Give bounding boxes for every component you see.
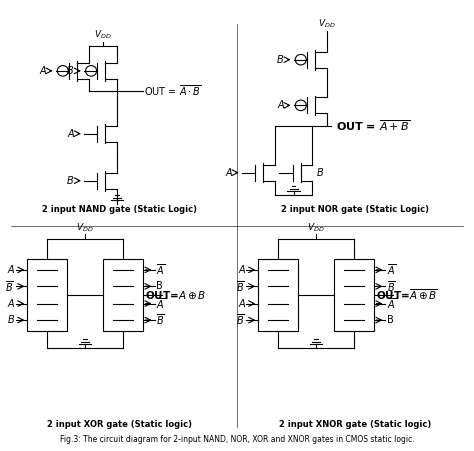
Text: 2 input NAND gate (Static Logic): 2 input NAND gate (Static Logic) xyxy=(42,205,197,214)
Text: B: B xyxy=(67,66,74,76)
Text: A: A xyxy=(67,129,74,138)
Text: B: B xyxy=(277,55,283,64)
FancyBboxPatch shape xyxy=(258,259,298,331)
FancyBboxPatch shape xyxy=(103,259,143,331)
Text: OUT=$\overline{A\oplus B}$: OUT=$\overline{A\oplus B}$ xyxy=(376,288,438,302)
Text: A: A xyxy=(8,299,14,308)
Text: $V_{DD}$: $V_{DD}$ xyxy=(318,17,335,30)
Text: A: A xyxy=(238,265,245,275)
Text: B: B xyxy=(316,168,323,178)
Text: $V_{DD}$: $V_{DD}$ xyxy=(307,221,325,234)
FancyBboxPatch shape xyxy=(334,259,374,331)
Text: $V_{DD}$: $V_{DD}$ xyxy=(94,28,111,41)
FancyBboxPatch shape xyxy=(27,259,67,331)
Text: OUT = $\overline{A+ B}$: OUT = $\overline{A+ B}$ xyxy=(336,118,410,133)
Text: $V_{DD}$: $V_{DD}$ xyxy=(76,221,94,234)
Text: B: B xyxy=(8,315,14,325)
Text: OUT=$A\oplus B$: OUT=$A\oplus B$ xyxy=(145,289,207,301)
Text: $\overline{B}$: $\overline{B}$ xyxy=(237,313,245,327)
Text: OUT = $\overline{A \cdot B}$: OUT = $\overline{A \cdot B}$ xyxy=(144,83,201,98)
Text: A: A xyxy=(238,299,245,308)
Text: $\overline{A}$: $\overline{A}$ xyxy=(156,262,165,277)
Text: 2 input NOR gate (Static Logic): 2 input NOR gate (Static Logic) xyxy=(281,205,429,214)
Text: B: B xyxy=(156,281,163,291)
Text: $\overline{B}$: $\overline{B}$ xyxy=(156,313,164,327)
Text: B: B xyxy=(387,315,393,325)
Text: A: A xyxy=(39,66,46,76)
Text: $\overline{B}$: $\overline{B}$ xyxy=(5,279,14,294)
Text: $\overline{A}$: $\overline{A}$ xyxy=(156,296,165,311)
Text: Fig.3: The circuit diagram for 2-input NAND, NOR, XOR and XNOR gates in CMOS sta: Fig.3: The circuit diagram for 2-input N… xyxy=(60,435,414,444)
Text: $\overline{A}$: $\overline{A}$ xyxy=(387,262,396,277)
Text: A: A xyxy=(277,101,283,110)
Text: 2 input XOR gate (Static logic): 2 input XOR gate (Static logic) xyxy=(47,420,191,429)
Text: $\overline{B}$: $\overline{B}$ xyxy=(387,279,395,294)
Text: $\overline{A}$: $\overline{A}$ xyxy=(387,296,396,311)
Text: 2 input XNOR gate (Static logic): 2 input XNOR gate (Static logic) xyxy=(279,420,431,429)
Text: B: B xyxy=(67,176,74,186)
Text: A: A xyxy=(225,168,232,178)
Text: $\overline{B}$: $\overline{B}$ xyxy=(237,279,245,294)
Text: A: A xyxy=(8,265,14,275)
